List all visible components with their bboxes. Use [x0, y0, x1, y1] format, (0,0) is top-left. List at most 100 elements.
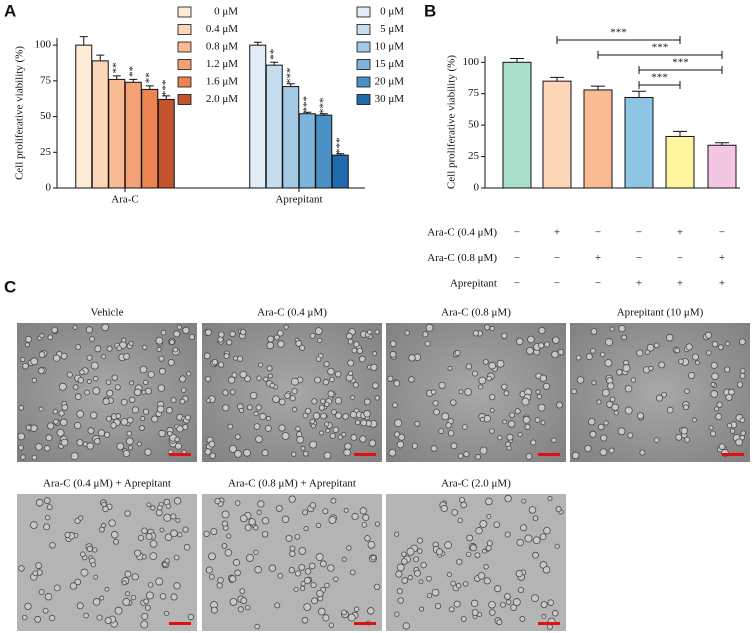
cell [711, 341, 719, 348]
cell [575, 354, 582, 361]
treatment-mark: − [595, 278, 601, 290]
cell [355, 419, 361, 426]
cell [102, 397, 110, 405]
cell [351, 512, 359, 521]
cell [432, 400, 439, 407]
cell [424, 340, 431, 347]
cell [221, 543, 228, 549]
cell [512, 598, 521, 607]
cell [259, 412, 267, 421]
cell [739, 434, 745, 441]
cell [224, 548, 233, 557]
cell [396, 440, 405, 449]
cell [542, 566, 551, 574]
cell [42, 607, 49, 614]
cell [714, 406, 720, 412]
cell [590, 348, 596, 354]
cell [469, 544, 477, 552]
cell [147, 370, 155, 379]
cell [312, 412, 321, 420]
cell [684, 388, 690, 394]
cell [739, 417, 746, 423]
cell [636, 412, 645, 420]
cell [484, 324, 491, 331]
cell [486, 375, 492, 382]
cell [736, 381, 744, 388]
treatment-mark: − [514, 278, 520, 290]
cell [160, 329, 167, 336]
cell [257, 500, 265, 508]
cell [289, 395, 296, 402]
cell [76, 602, 84, 610]
cell [489, 428, 495, 434]
cell [710, 361, 718, 369]
treatment-mark: − [514, 227, 520, 239]
cell [540, 601, 548, 609]
cell [52, 354, 61, 362]
cell [106, 389, 114, 397]
cell [527, 335, 535, 344]
error-bar [303, 111, 312, 114]
cell [92, 386, 101, 395]
cell [156, 346, 162, 352]
cell [356, 347, 364, 355]
cell [557, 348, 565, 356]
cell [609, 326, 615, 332]
cell [35, 443, 43, 451]
cell [404, 330, 410, 336]
cell [101, 323, 110, 332]
cell [144, 448, 152, 456]
cell [269, 382, 276, 389]
bar [665, 135, 695, 189]
cell [540, 420, 546, 426]
cell [256, 509, 262, 515]
cell [31, 377, 38, 383]
cell [571, 388, 577, 395]
cell [392, 402, 398, 408]
cell [501, 383, 508, 391]
panel-label: B [424, 1, 436, 20]
cells [394, 494, 564, 630]
cell [187, 613, 195, 621]
y-tick-label: 50 [40, 110, 52, 122]
cell [506, 599, 512, 605]
cell [521, 498, 527, 504]
cell [52, 408, 58, 415]
cell [525, 453, 533, 460]
cell [285, 534, 293, 542]
cells [18, 497, 195, 629]
cell [214, 498, 221, 505]
significance: *** [160, 80, 172, 97]
cell [600, 351, 606, 358]
cell [341, 556, 347, 562]
error-bar [591, 85, 605, 90]
cell [309, 332, 316, 339]
legend-swatch [177, 6, 192, 18]
cell [310, 423, 316, 429]
cell [362, 514, 370, 522]
cell [373, 583, 381, 591]
cell [163, 513, 172, 522]
cell [229, 598, 238, 606]
cell [104, 617, 112, 625]
cell [406, 547, 415, 556]
cell [530, 439, 537, 446]
cell [472, 370, 479, 377]
cell [682, 404, 689, 411]
cell [72, 384, 79, 391]
cell [368, 439, 377, 447]
cell [426, 575, 432, 582]
cell [317, 607, 326, 616]
cell [319, 430, 324, 436]
cell [665, 333, 674, 342]
bar [298, 113, 316, 189]
cell [131, 406, 139, 414]
cell [627, 432, 634, 439]
cell [43, 523, 51, 531]
cell [70, 452, 79, 461]
cell [453, 600, 461, 608]
cell [49, 614, 56, 622]
cell [170, 513, 177, 520]
cell [53, 584, 61, 592]
cell [90, 411, 98, 419]
